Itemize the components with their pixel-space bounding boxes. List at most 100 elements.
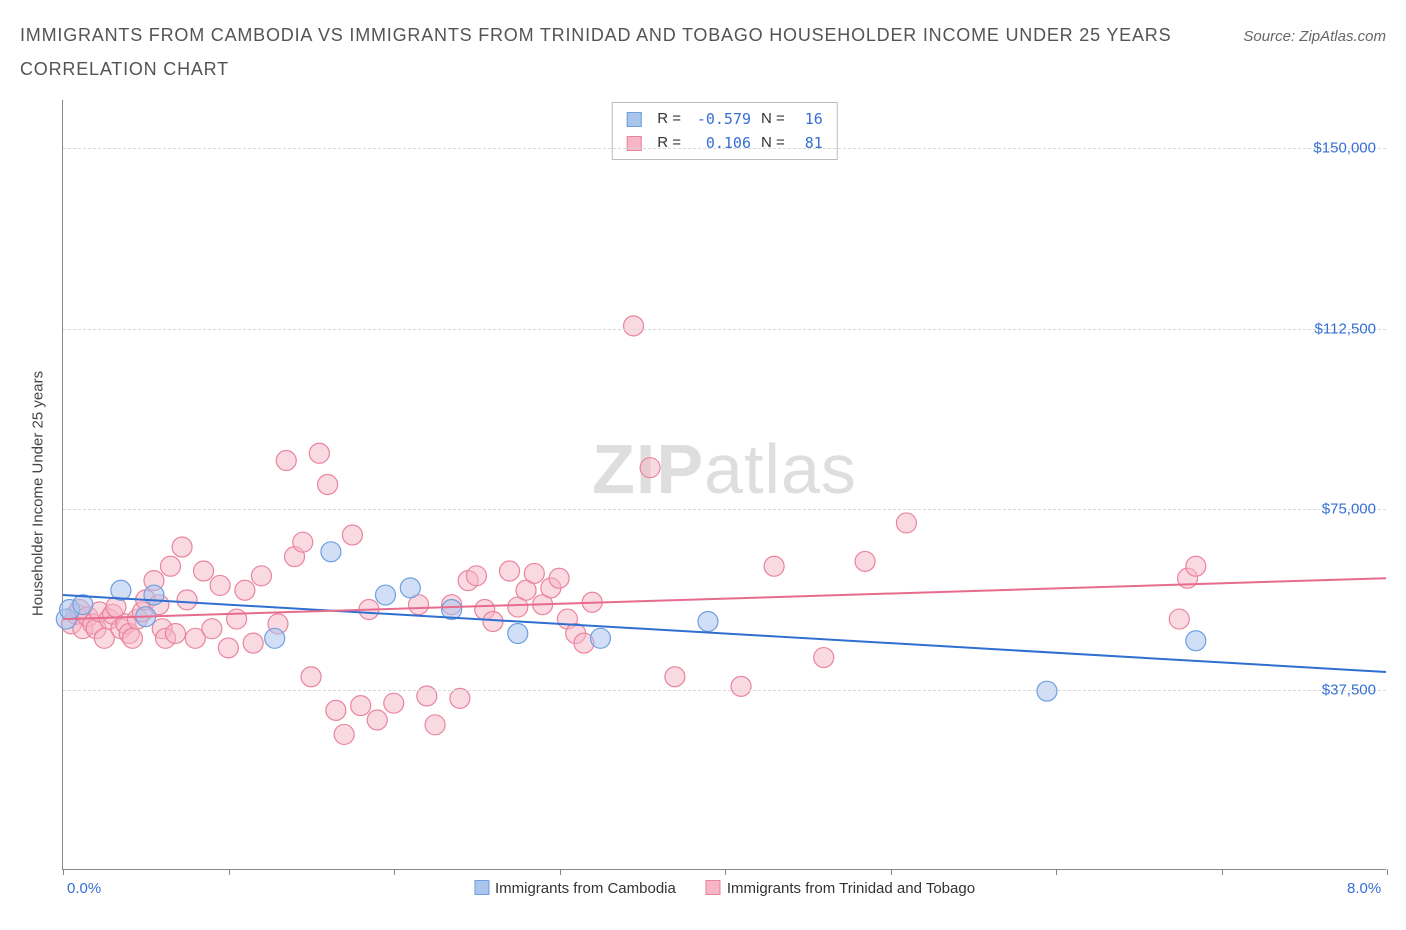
x-tick bbox=[725, 869, 726, 875]
data-point-cambodia bbox=[265, 628, 285, 648]
data-point-cambodia bbox=[400, 578, 420, 598]
data-point-trinidad bbox=[177, 590, 197, 610]
r-value-cambodia: -0.579 bbox=[691, 107, 751, 131]
swatch-trinidad-2 bbox=[706, 880, 721, 895]
title-line-2: Correlation Chart bbox=[20, 52, 1171, 86]
swatch-cambodia-2 bbox=[474, 880, 489, 895]
x-tick-label: 0.0% bbox=[67, 880, 101, 897]
data-point-trinidad bbox=[855, 551, 875, 571]
n-label: N = bbox=[761, 131, 785, 155]
data-point-cambodia bbox=[144, 585, 164, 605]
y-tick-label: $112,500 bbox=[1315, 320, 1376, 337]
data-point-trinidad bbox=[276, 450, 296, 470]
gridline bbox=[63, 690, 1386, 691]
legend-item-trinidad: Immigrants from Trinidad and Tobago bbox=[706, 880, 975, 897]
data-point-trinidad bbox=[466, 566, 486, 586]
r-value-trinidad: 0.106 bbox=[691, 131, 751, 155]
data-point-trinidad bbox=[425, 715, 445, 735]
source-label: Source: ZipAtlas.com bbox=[1243, 28, 1386, 45]
plot-svg bbox=[63, 100, 1386, 869]
data-point-cambodia bbox=[508, 624, 528, 644]
x-tick-label: 8.0% bbox=[1347, 880, 1381, 897]
x-tick bbox=[1387, 869, 1388, 875]
n-value-cambodia: 16 bbox=[795, 107, 823, 131]
data-point-trinidad bbox=[235, 580, 255, 600]
y-tick-label: $37,500 bbox=[1322, 681, 1376, 698]
x-tick bbox=[891, 869, 892, 875]
r-label: R = bbox=[657, 131, 681, 155]
data-point-cambodia bbox=[73, 595, 93, 615]
data-point-trinidad bbox=[640, 458, 660, 478]
gridline bbox=[63, 329, 1386, 330]
data-point-trinidad bbox=[483, 611, 503, 631]
gridline bbox=[63, 509, 1386, 510]
data-point-trinidad bbox=[318, 475, 338, 495]
x-tick bbox=[229, 869, 230, 875]
data-point-trinidad bbox=[1169, 609, 1189, 629]
legend-item-cambodia: Immigrants from Cambodia bbox=[474, 880, 676, 897]
data-point-trinidad bbox=[450, 688, 470, 708]
data-point-trinidad bbox=[367, 710, 387, 730]
r-label: R = bbox=[657, 107, 681, 131]
header: Immigrants from Cambodia vs Immigrants f… bbox=[0, 0, 1406, 86]
data-point-cambodia bbox=[1037, 681, 1057, 701]
data-point-trinidad bbox=[334, 724, 354, 744]
plot: ZIPatlas R = -0.579 N = 16 R = 0.106 N =… bbox=[62, 100, 1386, 870]
source-name: ZipAtlas.com bbox=[1299, 28, 1386, 45]
y-tick-label: $150,000 bbox=[1313, 140, 1376, 157]
data-point-cambodia bbox=[1186, 631, 1206, 651]
data-point-trinidad bbox=[165, 624, 185, 644]
stat-row-trinidad: R = 0.106 N = 81 bbox=[626, 131, 823, 155]
data-point-trinidad bbox=[814, 648, 834, 668]
x-tick bbox=[63, 869, 64, 875]
n-label: N = bbox=[761, 107, 785, 131]
data-point-cambodia bbox=[321, 542, 341, 562]
data-point-trinidad bbox=[500, 561, 520, 581]
data-point-trinidad bbox=[194, 561, 214, 581]
data-point-trinidad bbox=[122, 628, 142, 648]
stat-legend: R = -0.579 N = 16 R = 0.106 N = 81 bbox=[611, 102, 838, 160]
chart-area: Householder Income Under 25 years ZIPatl… bbox=[46, 100, 1386, 870]
data-point-trinidad bbox=[309, 443, 329, 463]
data-point-trinidad bbox=[218, 638, 238, 658]
y-tick-label: $75,000 bbox=[1322, 501, 1376, 518]
data-point-trinidad bbox=[202, 619, 222, 639]
data-point-cambodia bbox=[698, 611, 718, 631]
stat-row-cambodia: R = -0.579 N = 16 bbox=[626, 107, 823, 131]
data-point-cambodia bbox=[590, 628, 610, 648]
trend-line-cambodia bbox=[63, 595, 1386, 672]
data-point-trinidad bbox=[896, 513, 916, 533]
gridline bbox=[63, 148, 1386, 149]
title-block: Immigrants from Cambodia vs Immigrants f… bbox=[20, 18, 1171, 86]
data-point-trinidad bbox=[293, 532, 313, 552]
data-point-trinidad bbox=[243, 633, 263, 653]
title-line-1: Immigrants from Cambodia vs Immigrants f… bbox=[20, 18, 1171, 52]
data-point-trinidad bbox=[210, 575, 230, 595]
x-tick bbox=[1222, 869, 1223, 875]
data-point-trinidad bbox=[351, 696, 371, 716]
data-point-trinidad bbox=[342, 525, 362, 545]
data-point-trinidad bbox=[1186, 556, 1206, 576]
data-point-trinidad bbox=[172, 537, 192, 557]
source-prefix: Source: bbox=[1243, 28, 1299, 45]
x-axis-legend: Immigrants from Cambodia Immigrants from… bbox=[474, 880, 975, 897]
data-point-trinidad bbox=[764, 556, 784, 576]
x-tick bbox=[394, 869, 395, 875]
data-point-trinidad bbox=[524, 563, 544, 583]
x-tick bbox=[1056, 869, 1057, 875]
legend-label-trinidad: Immigrants from Trinidad and Tobago bbox=[727, 880, 975, 897]
data-point-trinidad bbox=[665, 667, 685, 687]
data-point-trinidad bbox=[731, 676, 751, 696]
data-point-trinidad bbox=[624, 316, 644, 336]
data-point-trinidad bbox=[227, 609, 247, 629]
data-point-cambodia bbox=[375, 585, 395, 605]
data-point-trinidad bbox=[549, 568, 569, 588]
n-value-trinidad: 81 bbox=[795, 131, 823, 155]
data-point-trinidad bbox=[384, 693, 404, 713]
data-point-trinidad bbox=[326, 700, 346, 720]
x-tick bbox=[560, 869, 561, 875]
data-point-trinidad bbox=[301, 667, 321, 687]
data-point-trinidad bbox=[161, 556, 181, 576]
swatch-cambodia bbox=[626, 112, 641, 127]
legend-label-cambodia: Immigrants from Cambodia bbox=[495, 880, 676, 897]
